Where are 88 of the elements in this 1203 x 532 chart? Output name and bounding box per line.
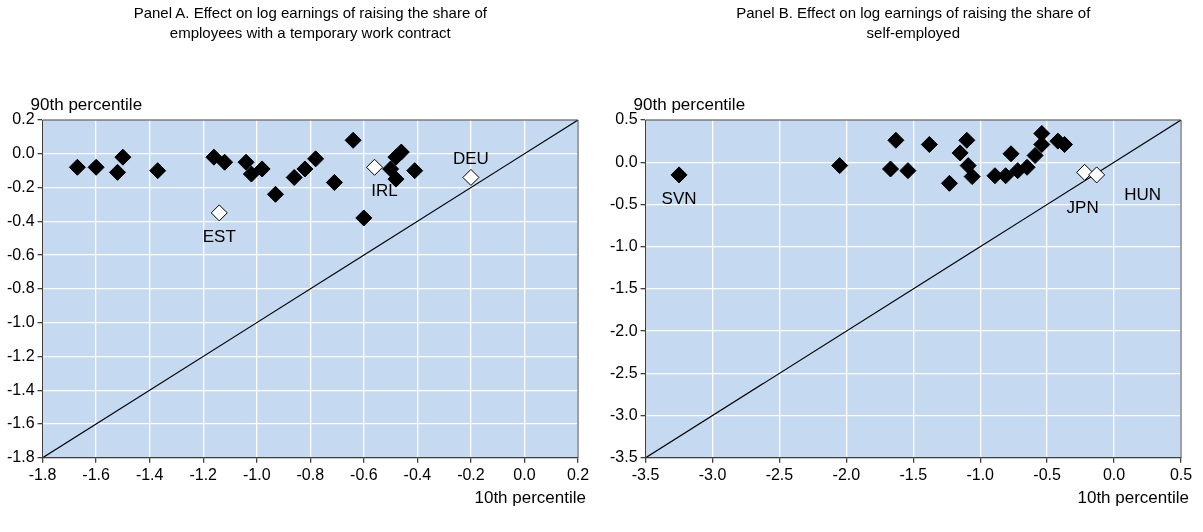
point bbox=[670, 166, 688, 184]
x-tick-label: -2.0 bbox=[832, 465, 861, 483]
point bbox=[307, 150, 325, 168]
y-tick-label: -0.8 bbox=[6, 279, 35, 297]
point bbox=[899, 162, 917, 180]
y-tick-label: -3.5 bbox=[609, 448, 638, 466]
point bbox=[392, 143, 410, 161]
point bbox=[205, 148, 223, 166]
point bbox=[68, 158, 86, 176]
chart-title: Panel A. Effect on log earnings of raising the share of employees with a temporary work contract bbox=[133, 3, 488, 41]
x-axis-title: 10th percentile bbox=[474, 487, 586, 507]
x-tick-label: -1.8 bbox=[28, 465, 57, 483]
y-tick-label: -3.0 bbox=[609, 405, 638, 423]
point bbox=[1002, 145, 1020, 163]
y-tick-label: -0.5 bbox=[609, 194, 638, 212]
point bbox=[87, 158, 105, 176]
point bbox=[216, 153, 234, 171]
x-tick-label: -1.5 bbox=[899, 465, 928, 483]
point bbox=[344, 131, 362, 149]
y-tick-label: -1.2 bbox=[6, 346, 35, 364]
point bbox=[242, 165, 260, 183]
point bbox=[963, 168, 981, 186]
point bbox=[253, 160, 271, 178]
x-tick-label: -1.0 bbox=[966, 465, 995, 483]
x-tick-label: -1.6 bbox=[82, 465, 110, 483]
point bbox=[296, 160, 314, 178]
annotation: SVN bbox=[661, 188, 697, 208]
point bbox=[210, 204, 228, 222]
x-axis-title: 10th percentile bbox=[1077, 487, 1189, 507]
y-tick-label: 0.5 bbox=[615, 110, 638, 128]
y-tick-label: -0.4 bbox=[6, 211, 35, 229]
point bbox=[940, 174, 958, 192]
point bbox=[951, 144, 969, 162]
y-tick-label: -2.0 bbox=[609, 321, 638, 339]
point bbox=[366, 158, 384, 176]
y-tick-label: -0.6 bbox=[6, 245, 35, 263]
point bbox=[959, 157, 977, 175]
y-tick-label: -2.5 bbox=[609, 363, 638, 381]
y-tick-label: -1.8 bbox=[6, 448, 35, 466]
point bbox=[920, 135, 938, 153]
point bbox=[382, 160, 400, 178]
y-tick-label: -1.0 bbox=[6, 313, 35, 331]
y-tick-label: -1.4 bbox=[6, 380, 35, 398]
chart-title: Panel B. Effect on log earnings of raising the share of self-employed bbox=[736, 3, 1092, 41]
point bbox=[462, 168, 480, 186]
y-tick-label: -1.5 bbox=[609, 279, 638, 297]
x-tick-label: -2.5 bbox=[765, 465, 794, 483]
x-tick-label: -3.5 bbox=[631, 465, 660, 483]
x-tick-label: -1.4 bbox=[135, 465, 164, 483]
x-tick-label: -0.5 bbox=[1033, 465, 1062, 483]
y-tick-label: -1.6 bbox=[6, 414, 35, 432]
y-tick-label: -1.0 bbox=[609, 237, 638, 255]
point bbox=[109, 163, 127, 181]
x-tick-label: 0.0 bbox=[1102, 465, 1126, 483]
point bbox=[1026, 146, 1044, 164]
point bbox=[325, 173, 343, 191]
x-tick-label: -0.2 bbox=[457, 465, 485, 483]
point bbox=[1076, 163, 1094, 181]
x-tick-label: 0.0 bbox=[513, 465, 536, 483]
point bbox=[355, 209, 373, 227]
annotation: DEU bbox=[452, 149, 489, 169]
annotation: HUN bbox=[1124, 184, 1162, 204]
x-tick-label: 0.5 bbox=[1169, 465, 1193, 483]
y-tick-label: 0.0 bbox=[615, 152, 638, 170]
x-tick-label: -1.2 bbox=[189, 465, 218, 483]
x-tick-label: -0.6 bbox=[350, 465, 378, 483]
point bbox=[114, 148, 132, 166]
point bbox=[266, 185, 284, 203]
x-tick-label: -3.0 bbox=[698, 465, 727, 483]
point bbox=[958, 131, 976, 149]
annotation: IRL bbox=[371, 180, 398, 200]
point bbox=[285, 168, 303, 186]
point bbox=[149, 162, 167, 180]
point bbox=[882, 160, 900, 178]
y-tick-label: 0.0 bbox=[12, 144, 35, 162]
point bbox=[1088, 166, 1106, 184]
point bbox=[887, 131, 905, 149]
point bbox=[406, 162, 424, 180]
x-tick-label: -1.0 bbox=[242, 465, 271, 483]
x-tick-label: 0.2 bbox=[566, 465, 590, 483]
y-tick-label: 0.2 bbox=[12, 110, 35, 128]
annotation: EST bbox=[202, 226, 236, 246]
x-tick-label: -0.8 bbox=[296, 465, 325, 483]
annotation: JPN bbox=[1066, 198, 1099, 218]
point bbox=[831, 157, 849, 175]
x-tick-label: -0.4 bbox=[403, 465, 432, 483]
y-tick-label: -0.2 bbox=[6, 177, 35, 195]
point bbox=[237, 153, 255, 171]
